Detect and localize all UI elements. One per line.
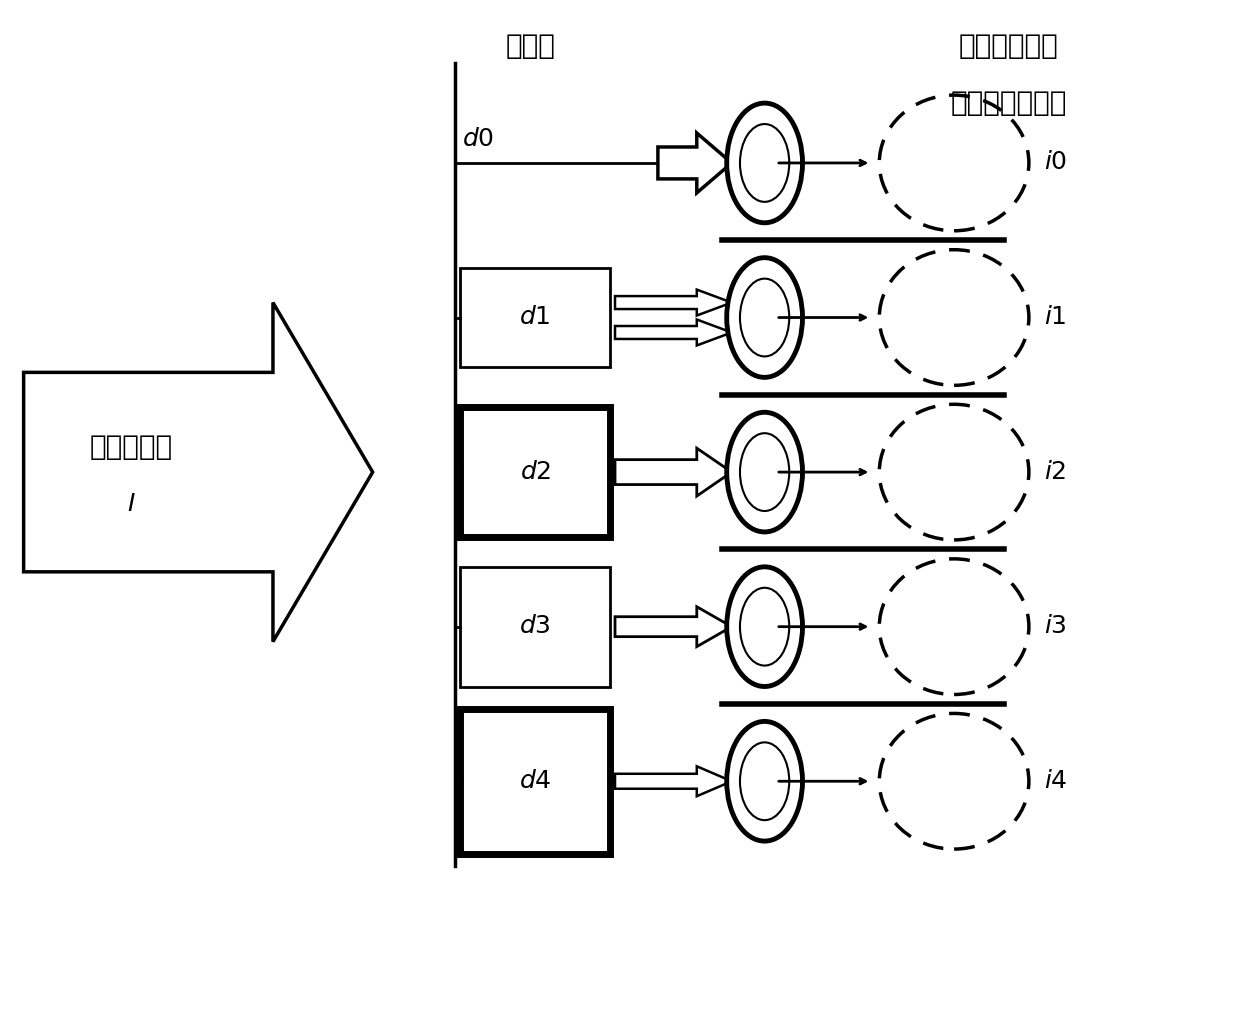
Ellipse shape — [727, 721, 802, 841]
Ellipse shape — [727, 566, 802, 686]
Polygon shape — [615, 607, 732, 647]
Polygon shape — [658, 133, 732, 193]
Text: 微型法拉第筒: 微型法拉第筒 — [959, 33, 1059, 60]
Text: $\mathbf{\mathit{d2}}$: $\mathbf{\mathit{d2}}$ — [520, 461, 551, 484]
Text: $\mathbf{\mathit{d3}}$: $\mathbf{\mathit{d3}}$ — [520, 615, 551, 639]
Bar — [460, 407, 610, 537]
Polygon shape — [615, 448, 732, 496]
Text: $\mathbf{\mathit{d4}}$: $\mathbf{\mathit{d4}}$ — [520, 770, 552, 793]
Bar — [460, 267, 610, 367]
Text: I: I — [128, 492, 135, 516]
Polygon shape — [24, 303, 373, 642]
Ellipse shape — [740, 588, 789, 665]
Polygon shape — [615, 766, 732, 796]
Text: 单能电子束: 单能电子束 — [89, 433, 172, 461]
Text: $\mathit{i4}$: $\mathit{i4}$ — [1044, 770, 1068, 793]
Ellipse shape — [727, 257, 802, 377]
Bar — [460, 709, 610, 853]
Text: $\mathit{i2}$: $\mathit{i2}$ — [1044, 461, 1066, 484]
Bar — [460, 566, 610, 686]
Text: $\mathbf{\mathit{d0}}$: $\mathbf{\mathit{d0}}$ — [463, 128, 495, 151]
Text: $\mathit{i3}$: $\mathit{i3}$ — [1044, 615, 1066, 639]
Ellipse shape — [740, 124, 789, 201]
Ellipse shape — [740, 279, 789, 356]
Ellipse shape — [727, 103, 802, 223]
Text: $\mathit{i1}$: $\mathit{i1}$ — [1044, 306, 1066, 330]
Ellipse shape — [740, 742, 789, 820]
Text: 衰减片: 衰减片 — [506, 33, 556, 60]
Ellipse shape — [727, 412, 802, 532]
Ellipse shape — [740, 433, 789, 511]
Text: $\mathit{i0}$: $\mathit{i0}$ — [1044, 152, 1068, 175]
Text: 阵列电荷收集器: 阵列电荷收集器 — [951, 89, 1068, 117]
Polygon shape — [615, 319, 732, 346]
Polygon shape — [615, 290, 732, 315]
Text: $\mathbf{\mathit{d1}}$: $\mathbf{\mathit{d1}}$ — [520, 306, 551, 330]
